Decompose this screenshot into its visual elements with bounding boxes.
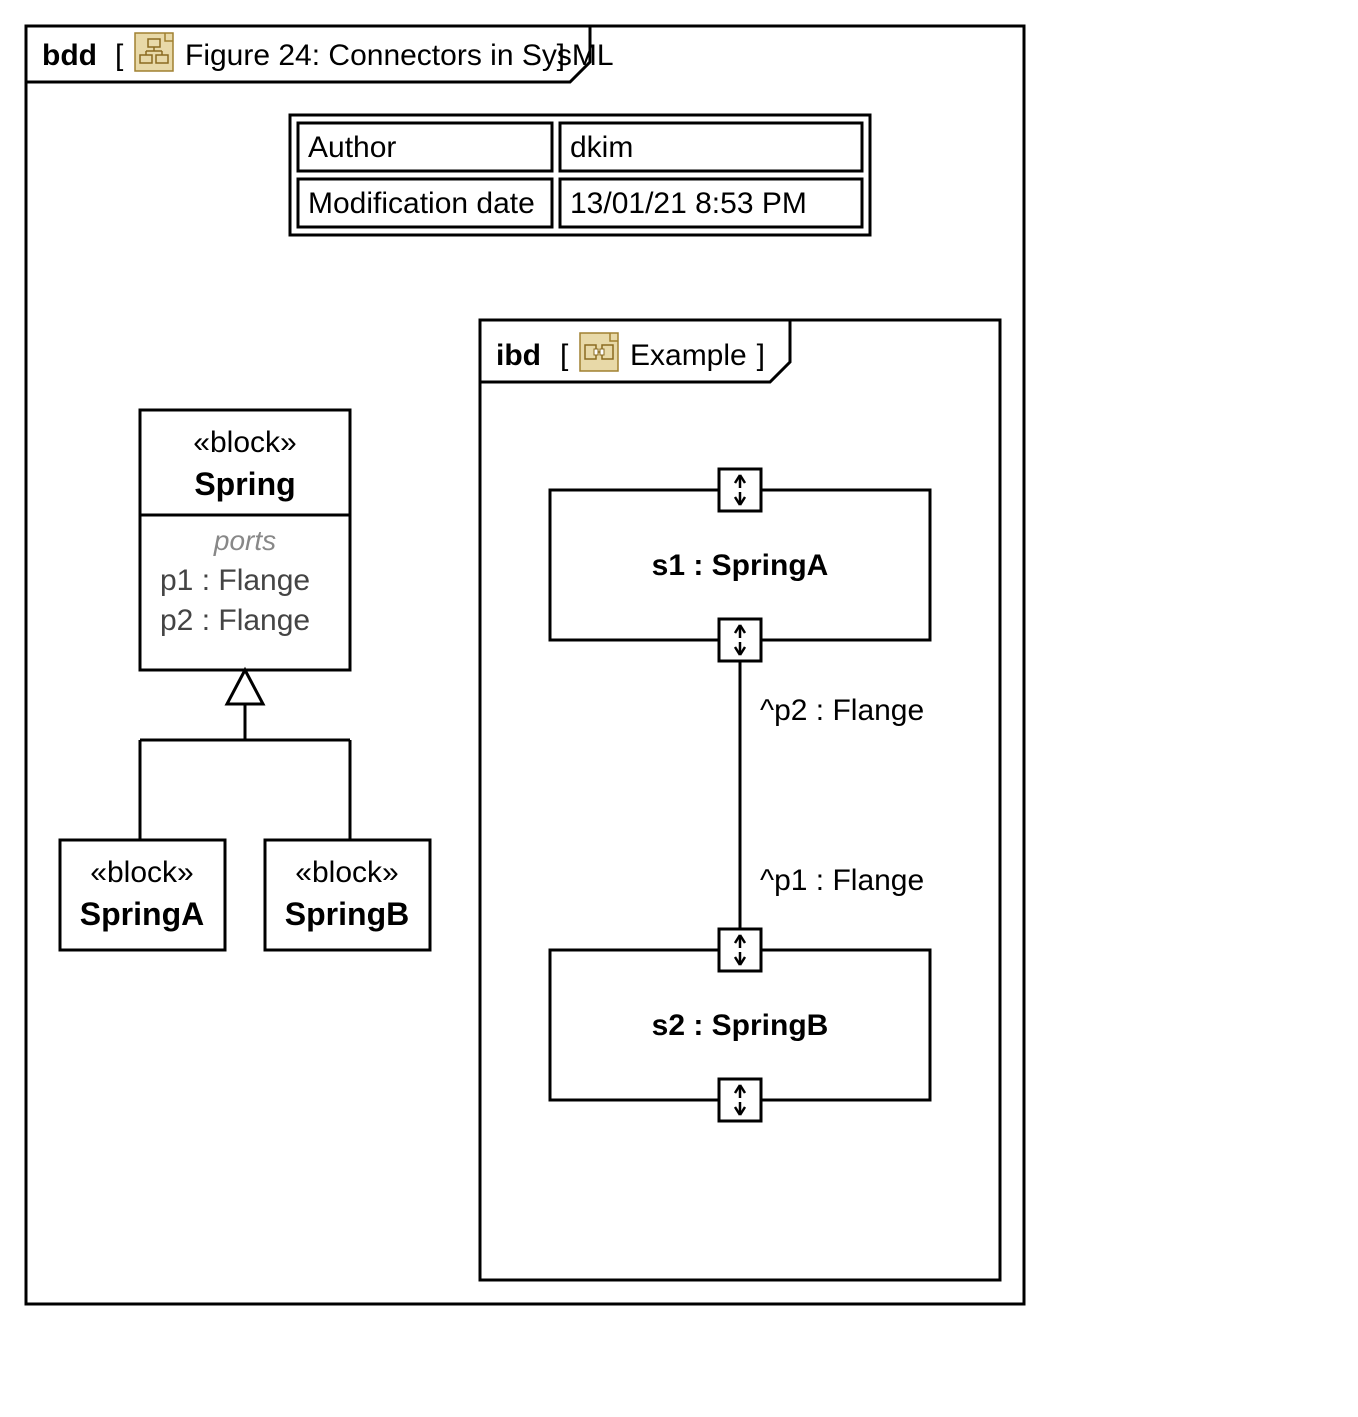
diagram-svg: bdd [ Figure 24: Connectors in SysML ] A…: [20, 20, 1030, 1310]
block-springA-stereotype: «block»: [90, 856, 193, 889]
ibd-bracket-close: ]: [757, 339, 765, 372]
port-label-p1: ^p1 : Flange: [760, 864, 924, 897]
block-spring: «block» Spring ports p1 : Flange p2 : Fl…: [140, 410, 350, 670]
ibd-title: Example: [630, 339, 747, 372]
ibd-bracket-open: [: [560, 339, 569, 372]
block-springB: «block» SpringB: [265, 840, 430, 950]
meta-value-1: 13/01/21 8:53 PM: [570, 187, 807, 220]
block-spring-port-1: p2 : Flange: [160, 604, 310, 637]
block-springA-name: SpringA: [80, 896, 204, 932]
meta-label-0: Author: [308, 131, 396, 164]
port-s1-bottom: [719, 619, 761, 661]
block-springB-stereotype: «block»: [295, 856, 398, 889]
sysml-diagram: bdd [ Figure 24: Connectors in SysML ] A…: [20, 20, 1030, 1310]
port-s1-top: [719, 469, 761, 511]
block-spring-ports-heading: ports: [213, 525, 276, 556]
port-s2-bottom: [719, 1079, 761, 1121]
bdd-bracket-close: ]: [557, 39, 565, 72]
part-s1-label: s1 : SpringA: [652, 549, 829, 582]
port-s2-top: [719, 929, 761, 971]
meta-table: Author dkim Modification date 13/01/21 8…: [290, 115, 870, 235]
part-s1: s1 : SpringA: [550, 469, 930, 661]
bdd-bracket-open: [: [115, 39, 124, 72]
meta-value-0: dkim: [570, 131, 633, 164]
ibd-frame: ibd [ Example ] s1 : SpringA: [480, 320, 1000, 1280]
ibd-icon: [580, 333, 618, 371]
meta-label-1: Modification date: [308, 187, 535, 220]
block-spring-stereotype: «block»: [193, 426, 296, 459]
block-spring-name: Spring: [194, 466, 295, 502]
bdd-keyword: bdd: [42, 39, 97, 72]
part-s2: s2 : SpringB: [550, 929, 930, 1121]
bdd-icon: [135, 33, 173, 71]
block-spring-port-0: p1 : Flange: [160, 564, 310, 597]
port-label-p2: ^p2 : Flange: [760, 694, 924, 727]
bdd-title: Figure 24: Connectors in SysML: [185, 39, 614, 72]
block-springA: «block» SpringA: [60, 840, 225, 950]
block-springB-name: SpringB: [285, 896, 409, 932]
part-s2-label: s2 : SpringB: [652, 1009, 829, 1042]
ibd-keyword: ibd: [496, 339, 541, 372]
